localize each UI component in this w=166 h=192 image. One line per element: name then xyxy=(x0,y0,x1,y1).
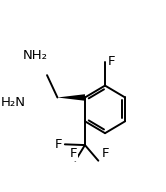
Text: F: F xyxy=(54,138,62,151)
Text: F: F xyxy=(108,55,116,68)
Text: H₂N: H₂N xyxy=(1,96,26,109)
Text: F: F xyxy=(70,147,78,160)
Polygon shape xyxy=(57,94,85,101)
Text: F: F xyxy=(101,147,109,160)
Text: NH₂: NH₂ xyxy=(23,49,48,62)
